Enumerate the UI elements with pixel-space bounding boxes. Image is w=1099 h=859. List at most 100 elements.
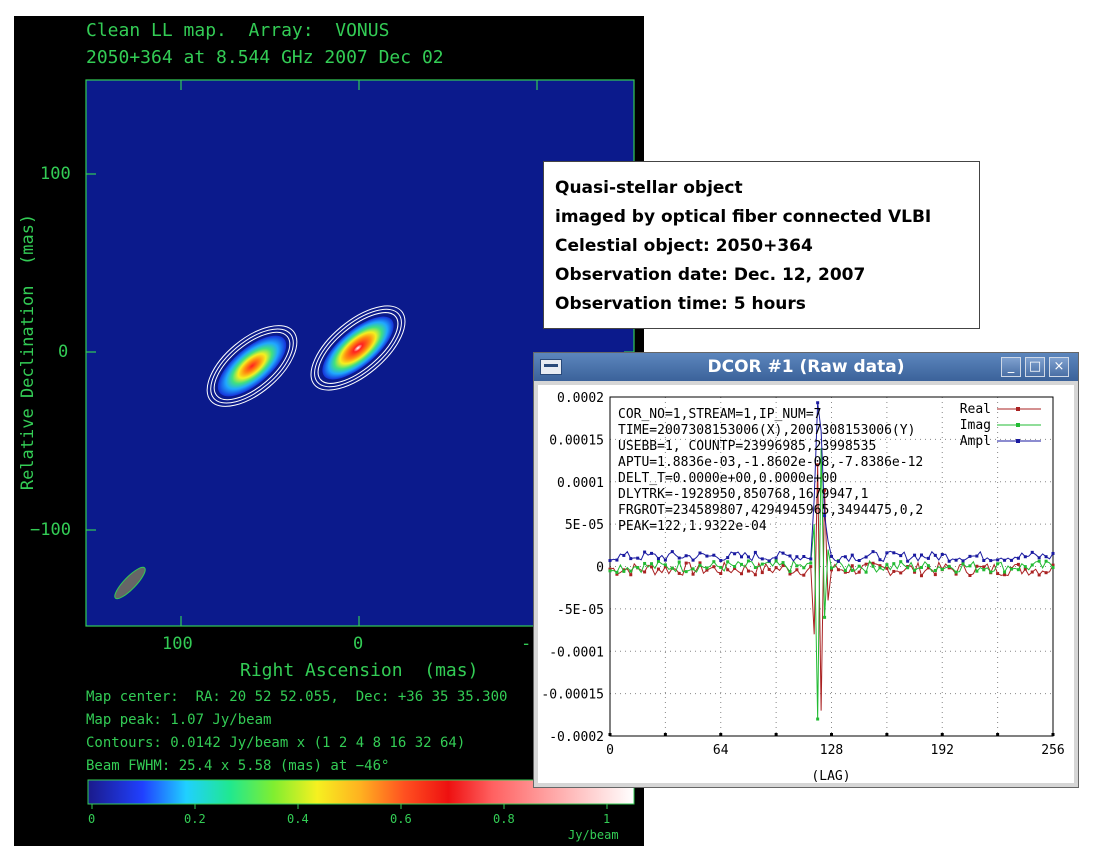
data-point <box>1044 555 1048 559</box>
data-point <box>1051 563 1055 567</box>
data-point <box>968 564 972 568</box>
correlation-chart: COR_NO=1,STREAM=1,IP_NUM=7 TIME=20073081… <box>541 391 1064 784</box>
data-point <box>871 561 875 565</box>
data-point <box>670 550 674 554</box>
data-point <box>615 570 619 574</box>
data-point <box>857 564 861 568</box>
y-tick-label: −100 <box>30 520 71 540</box>
data-point <box>733 566 737 570</box>
data-point <box>885 566 889 570</box>
data-point <box>629 573 633 577</box>
data-point <box>864 570 868 574</box>
x-tick-label: 0 <box>606 743 614 758</box>
data-point <box>1030 570 1034 574</box>
data-point <box>1023 555 1027 559</box>
y-axis-label: Relative Declination (mas) <box>18 213 38 491</box>
header-line: APTU=1.8836e-03,-1.8602e-08,-7.8386e-12 <box>618 455 923 470</box>
data-point <box>823 514 827 518</box>
colorbar-tick-label: 0.4 <box>287 812 309 826</box>
data-point <box>774 566 778 570</box>
data-point <box>698 563 702 567</box>
data-point <box>677 560 681 564</box>
data-point <box>781 564 785 568</box>
x-tick-label: 64 <box>713 743 729 758</box>
data-point <box>712 565 716 569</box>
y-tick-label: -5E-05 <box>557 603 604 618</box>
data-point <box>691 558 695 562</box>
data-point <box>982 559 986 563</box>
data-point <box>1003 570 1007 574</box>
data-point <box>753 573 757 577</box>
map-peak-info: Map peak: 1.07 Jy/beam <box>86 712 272 728</box>
data-point <box>650 565 654 569</box>
minimize-button[interactable]: _ <box>1001 357 1021 377</box>
data-point <box>629 557 633 561</box>
data-point <box>795 568 799 572</box>
data-point <box>684 570 688 574</box>
x-tick-label: 192 <box>931 743 954 758</box>
data-point <box>650 551 654 555</box>
data-point <box>719 572 723 576</box>
info-line-method: imaged by optical fiber connected VLBI <box>555 207 932 227</box>
window-title: DCOR #1 (Raw data) <box>707 357 905 377</box>
window-menu-icon[interactable] <box>540 359 562 375</box>
data-point <box>788 570 792 574</box>
data-point <box>933 553 937 557</box>
data-point <box>809 557 813 561</box>
data-point <box>684 554 688 558</box>
data-point <box>760 557 764 561</box>
map-title: Clean LL map. Array: VONUS <box>86 20 390 41</box>
colorbar-tick-label: 0 <box>88 812 96 826</box>
object-info-box: Quasi-stellar object imaged by optical f… <box>543 161 980 329</box>
data-point <box>954 558 958 562</box>
legend-label: Imag <box>960 418 991 433</box>
data-point <box>788 554 792 558</box>
data-point <box>691 572 695 576</box>
data-point <box>726 560 730 564</box>
header-line: TIME=2007308153006(X),2007308153006(Y) <box>618 423 915 438</box>
y-tick-label: -0.00015 <box>541 688 604 703</box>
colorbar-tick-label: 1 <box>603 812 611 826</box>
data-point <box>1016 562 1020 566</box>
data-point <box>836 559 840 563</box>
data-point <box>636 556 640 560</box>
data-point <box>947 559 951 563</box>
data-point <box>1030 550 1034 554</box>
data-point <box>843 569 847 573</box>
data-point <box>1051 566 1055 570</box>
data-point <box>857 559 861 563</box>
maximize-button[interactable]: □ <box>1025 357 1045 377</box>
data-point <box>996 572 1000 576</box>
data-point <box>795 564 799 568</box>
data-point <box>615 558 619 562</box>
data-point <box>871 564 875 568</box>
data-point <box>850 568 854 572</box>
y-tick-label: 0 <box>596 561 604 576</box>
data-point <box>878 566 882 570</box>
info-line-date: Observation date: Dec. 12, 2007 <box>555 265 866 285</box>
data-point <box>940 567 944 571</box>
data-point <box>608 567 612 571</box>
data-point <box>823 488 827 492</box>
data-point <box>740 562 744 566</box>
data-point <box>698 551 702 555</box>
data-point <box>767 567 771 571</box>
data-point <box>705 554 709 558</box>
legend-marker <box>1016 439 1020 443</box>
header-line: USEBB=1, COUNTP=23996985,23998535 <box>618 439 876 454</box>
data-point <box>712 553 716 557</box>
window-titlebar[interactable]: DCOR #1 (Raw data) _ □ × <box>534 353 1078 381</box>
header-line: FRGROT=234589807,4294945965,3494475,0,2 <box>618 503 923 518</box>
data-point <box>1051 551 1055 555</box>
data-point <box>1016 568 1020 572</box>
data-point <box>926 556 930 560</box>
data-point <box>885 551 889 555</box>
close-button[interactable]: × <box>1049 357 1069 377</box>
data-point <box>726 568 730 572</box>
data-point <box>933 568 937 572</box>
data-point <box>1009 558 1013 562</box>
data-point <box>878 564 882 568</box>
data-point <box>878 558 882 562</box>
data-point <box>816 463 820 467</box>
data-point <box>871 550 875 554</box>
